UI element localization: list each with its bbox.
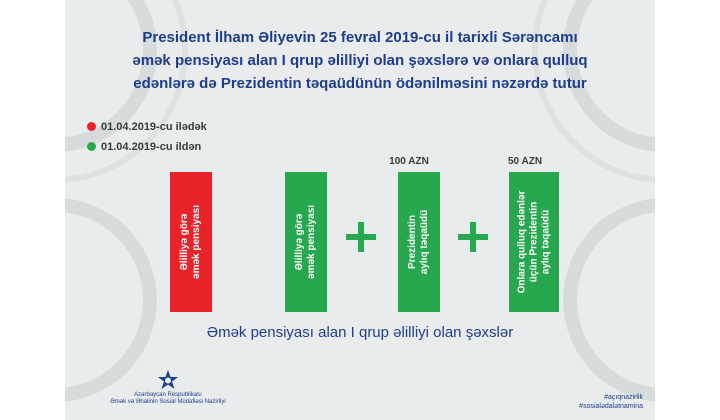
bar-label-line: üçün Prezidentin: [528, 201, 539, 283]
hashtag: #sosialədalətnamina: [579, 403, 643, 410]
bar-label-line: əmək pensiyası: [191, 205, 202, 279]
legend-item-before: 01.04.2019-cu ilədək: [87, 121, 207, 133]
bar-president-stipend: Prezidentin aylıq təqaüdü: [398, 172, 440, 312]
legend-item-after: 01.04.2019-cu ildən: [87, 141, 201, 153]
caption: Əmək pensiyası alan I qrup əlilliyi olan…: [206, 324, 514, 341]
bar-label-line: Əlilliyə görə: [294, 213, 305, 271]
amount-label: 100 AZN: [389, 156, 429, 167]
infographic: President İlham Əliyevin 25 fevral 2019-…: [65, 0, 655, 420]
bar-disability-pension-before: Əlilliyə görə əmək pensiyası: [170, 172, 212, 312]
bar-label-line: Prezidentin: [407, 215, 419, 269]
bar-label: Onlara qulluq edənlər üçün Prezidentin a…: [516, 191, 552, 294]
ministry-emblem-icon: [158, 370, 178, 389]
bar-label: Əlilliyə görə əmək pensiyası: [179, 205, 203, 279]
bar-label: Prezidentin aylıq təqaüdü: [407, 210, 431, 274]
hashtags: #açıqnazirlik #sosialədalətnamina: [579, 393, 643, 411]
headline: President İlham Əliyevin 25 fevral 2019-…: [65, 26, 655, 95]
amount-label: 50 AZN: [507, 156, 543, 167]
hashtag: #açıqnazirlik: [604, 394, 643, 401]
background-pattern: [65, 0, 655, 402]
bar-label-line: aylıq təqaüdü: [419, 209, 431, 275]
ministry-logo: Azərbaycan Respublikası Əmək və Əhalinin…: [83, 370, 253, 406]
bar-label: Əlilliyə görə əmək pensiyası: [294, 205, 318, 279]
bar-label-line: Əlilliyə görə: [179, 213, 190, 271]
green-dot-icon: [87, 142, 96, 151]
headline-line: edənlərə də Prezidentin təqaüdünün ödəni…: [133, 75, 587, 92]
logo-line: Azərbaycan Respublikası: [134, 392, 202, 398]
bar-disability-pension-after: Əlilliyə görə əmək pensiyası: [285, 172, 327, 312]
legend-label: 01.04.2019-cu ildən: [101, 141, 202, 153]
headline-line: əmək pensiyası alan I qrup əlilliyi olan…: [132, 52, 588, 69]
bar-label-line: aylıq təqaüdü: [540, 209, 551, 275]
red-dot-icon: [87, 122, 96, 131]
logo-line: Əmək və Əhalinin Sosial Müdafiəsi Nazirl…: [110, 399, 226, 405]
plus-icon: [458, 222, 488, 252]
legend-label: 01.04.2019-cu ilədək: [101, 121, 207, 133]
plus-icon: [346, 222, 376, 252]
bar-label-line: Onlara qulluq edənlər: [516, 190, 527, 294]
bar-label-line: əmək pensiyası: [306, 205, 317, 279]
bar-caregiver-stipend: Onlara qulluq edənlər üçün Prezidentin a…: [509, 172, 559, 312]
headline-line: President İlham Əliyevin 25 fevral 2019-…: [142, 29, 578, 46]
